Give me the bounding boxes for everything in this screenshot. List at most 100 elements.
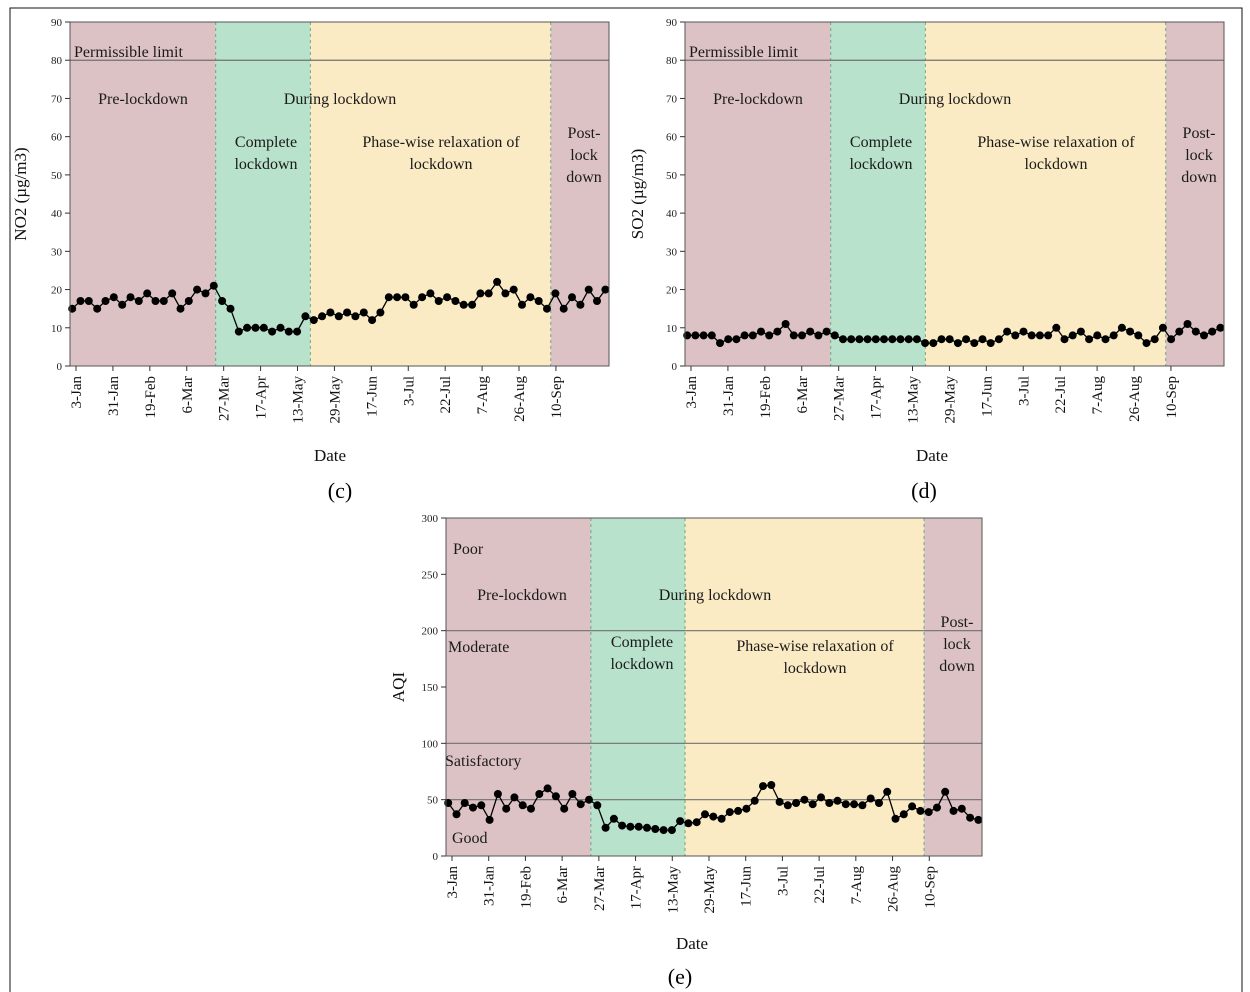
x-tick-label: 31-Jan [106,376,122,416]
data-point [734,806,743,815]
data-point [243,323,252,332]
aqi-category-label: Moderate [448,639,509,656]
y-tick-label: 0 [433,851,439,863]
data-point [334,312,343,321]
data-point [822,327,831,336]
data-point [1175,327,1184,336]
data-point [118,300,127,309]
x-tick-label: 6-Mar [180,376,196,414]
data-point [176,304,185,313]
x-tick-label: 19-Feb [143,376,159,419]
x-tick-label: 6-Mar [795,376,811,414]
data-point [1044,331,1053,340]
x-tick-label: 29-May [327,376,343,424]
data-point [883,787,892,796]
data-point [957,804,966,813]
relaxation-label: lockdown [409,156,472,173]
x-tick-label: 27-Mar [592,866,608,911]
data-point [535,790,544,798]
data-point [576,800,585,809]
x-tick-label: 3-Jan [445,866,461,899]
post-lockdown-label: Post- [941,614,974,631]
data-point [709,812,718,821]
data-point [945,335,954,344]
data-point [493,277,502,286]
data-point [502,804,511,813]
x-tick-label: 17-Jun [979,376,995,417]
y-tick-label: 20 [51,285,63,297]
data-point [551,289,560,298]
data-point [742,804,751,813]
data-point [268,327,277,336]
relaxation-label: Phase-wise relaxation of [736,638,894,655]
y-axis-label: NO2 (µg/m3) [11,147,30,240]
data-point [792,799,801,807]
data-point [750,796,759,805]
data-point [830,331,839,340]
data-point [833,796,842,805]
x-tick-label: 13-May [291,376,307,424]
phase-band-relaxation [925,22,1166,366]
data-point [949,806,958,815]
data-point [1027,331,1036,340]
permissible-limit-label: Permissible limit [74,44,183,61]
x-tick-label: 7-Aug [1090,376,1106,415]
y-axis-label: SO2 (µg/m3) [628,149,647,240]
data-point [609,814,618,823]
data-point [994,335,1003,344]
complete-lockdown-label: lockdown [234,156,297,173]
phase-band-pre-lockdown [685,22,831,366]
y-tick-label: 90 [666,17,678,29]
x-axis-label: Date [916,446,948,465]
data-point [676,817,685,826]
data-point [418,293,427,302]
data-point [426,289,435,298]
data-point [800,795,809,804]
x-tick-label: 29-May [942,376,958,424]
data-point [585,795,593,804]
x-tick-label: 10-Sep [1164,376,1180,419]
pre-lockdown-label: Pre-lockdown [713,91,803,108]
data-point [933,803,941,812]
relaxation-label: lockdown [783,660,846,677]
data-point [1191,327,1200,336]
x-tick-label: 22-Jul [438,376,454,414]
data-point [168,289,177,298]
data-point [1052,323,1061,332]
y-tick-label: 50 [51,170,63,182]
data-point [501,289,510,298]
data-point [839,335,847,344]
relaxation-label: Phase-wise relaxation of [362,134,520,151]
data-point [1060,335,1069,344]
data-point [301,312,310,321]
data-point [452,810,461,819]
data-point [384,293,393,302]
x-axis-label: Date [676,934,708,953]
y-tick-label: 300 [422,513,439,525]
data-point [101,297,110,305]
data-point [143,289,152,298]
data-point [912,335,921,344]
complete-lockdown-label: lockdown [849,156,912,173]
data-point [159,297,168,305]
data-point [193,285,202,294]
data-point [871,335,880,344]
data-point [293,327,302,336]
relaxation-label: Phase-wise relaxation of [977,134,1135,151]
data-point [534,297,543,305]
data-point [234,327,243,336]
data-point [659,826,668,835]
data-point [899,810,908,819]
data-point [434,297,443,305]
data-point [924,808,933,817]
data-point [978,335,987,344]
x-tick-label: 26-Aug [886,866,902,912]
data-point [251,323,260,332]
post-lockdown-label: lock [570,147,598,164]
data-point [134,297,143,305]
data-point [863,335,872,344]
data-point [634,822,643,831]
y-tick-label: 0 [57,361,63,373]
data-point [518,801,527,810]
x-tick-label: 3-Jan [69,376,85,409]
